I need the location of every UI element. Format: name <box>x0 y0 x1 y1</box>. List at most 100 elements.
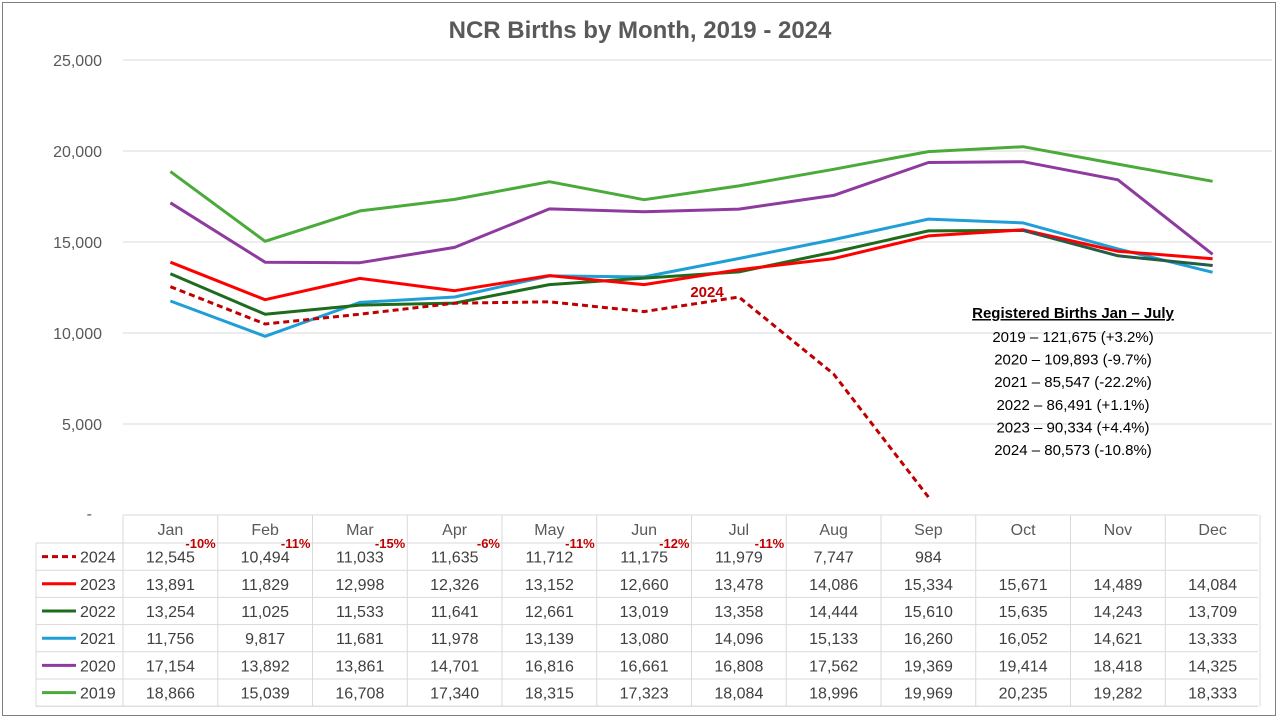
table-cell: 11,712 <box>526 550 574 567</box>
table-cell: 11,979 <box>715 550 763 567</box>
table-cell: 13,861 <box>335 658 384 675</box>
table-header-month: Nov <box>1104 522 1132 539</box>
table-cell: 11,175 <box>620 550 668 567</box>
series-lines <box>169 145 1214 499</box>
legend-label-2019: 2019 <box>80 686 116 703</box>
table-cell: 15,133 <box>809 631 858 648</box>
table-cell: 13,892 <box>241 658 290 675</box>
y-axis-ticks: 25,000 20,000 15,000 10,000 5,000 - <box>53 53 102 523</box>
table-cell: 15,610 <box>904 604 953 621</box>
table-cell: 19,369 <box>904 658 953 675</box>
table-cell: 13,152 <box>525 577 574 594</box>
table-cell: 12,326 <box>430 577 479 594</box>
table-cell: 12,660 <box>620 577 669 594</box>
legend-label-2023: 2023 <box>80 577 116 594</box>
series-line-2023 <box>169 228 1213 302</box>
table-cell: 18,418 <box>1093 658 1142 675</box>
table-header-month: Apr <box>442 522 468 539</box>
table-cell: 13,709 <box>1188 604 1237 621</box>
table-cell: 11,756 <box>147 631 195 648</box>
table-cell: 13,478 <box>714 577 763 594</box>
legend-label-2020: 2020 <box>80 658 116 675</box>
y-tick-label: 15,000 <box>53 235 102 252</box>
gridlines <box>123 59 1272 425</box>
table-cell: 13,333 <box>1188 631 1237 648</box>
table-cell: 14,701 <box>430 658 479 675</box>
table-header-month: Mar <box>346 522 374 539</box>
table-cell: 18,866 <box>146 686 195 703</box>
pct-change-label: -15% <box>375 536 406 551</box>
table-cell: 16,661 <box>620 658 669 675</box>
pct-change-label: -11% <box>755 536 785 551</box>
table-cell: 13,254 <box>146 604 195 621</box>
table-cell: 14,243 <box>1093 604 1142 621</box>
table-cell: 7,747 <box>814 550 854 567</box>
table-header-month: Jul <box>729 522 749 539</box>
legend-label-2022: 2022 <box>80 604 116 621</box>
pct-change-label: -10% <box>185 536 216 551</box>
legend-label-2021: 2021 <box>80 631 116 648</box>
annotation-line: 2021 – 85,547 (-22.2%) <box>994 374 1152 391</box>
pct-change-label: -11% <box>281 536 311 551</box>
table-header-month: Feb <box>251 522 279 539</box>
table-cell: 9,817 <box>245 631 285 648</box>
table-cell: 16,816 <box>525 658 574 675</box>
table-cell: 16,808 <box>714 658 763 675</box>
table-cell: 13,891 <box>146 577 195 594</box>
table-header-month: Aug <box>819 522 847 539</box>
table-cell: 13,080 <box>620 631 669 648</box>
annotation-line: 2024 – 80,573 (-10.8%) <box>994 442 1152 459</box>
table-cell: 16,708 <box>335 686 384 703</box>
table-cell: 11,033 <box>336 550 384 567</box>
y-tick-label: 10,000 <box>53 326 102 343</box>
series-line-2024 <box>169 285 930 499</box>
table-cell: 11,641 <box>431 604 479 621</box>
table-cell: 13,139 <box>525 631 574 648</box>
annotation-line: 2019 – 121,675 (+3.2%) <box>992 329 1153 346</box>
table-cell: 11,978 <box>431 631 479 648</box>
table-cell: 15,039 <box>241 686 290 703</box>
table-cell: 12,545 <box>146 550 195 567</box>
pct-change-label: -12% <box>659 536 690 551</box>
pct-change-label: -11% <box>565 536 595 551</box>
table-cell: 10,494 <box>241 550 290 567</box>
table-cell: 15,334 <box>904 577 953 594</box>
y-tick-label: 5,000 <box>62 417 102 434</box>
table-header-month: Sep <box>914 522 943 539</box>
table-header-month: Oct <box>1011 522 1036 539</box>
pct-change-label: -6% <box>477 536 501 551</box>
table-cell: 17,323 <box>620 686 669 703</box>
table-cell: 16,260 <box>904 631 953 648</box>
table-cell: 18,333 <box>1188 686 1237 703</box>
chart-title: NCR Births by Month, 2019 - 2024 <box>449 17 832 44</box>
annotation-line: 2020 – 109,893 (-9.7%) <box>994 352 1152 369</box>
table-cell: 17,154 <box>146 658 195 675</box>
series-line-2020 <box>169 160 1214 265</box>
table-cell: 13,019 <box>620 604 669 621</box>
table-cell: 12,998 <box>335 577 384 594</box>
table-cell: 14,444 <box>809 604 858 621</box>
table-cell: 984 <box>915 550 942 567</box>
y-tick-label: 20,000 <box>53 144 102 161</box>
annotation-title: Registered Births Jan – July <box>972 305 1174 322</box>
data-table: Jan Feb Mar Apr May Jun Jul Aug Sep Oct Nov Dec 2024… <box>35 514 1261 707</box>
table-cell: 14,621 <box>1093 631 1142 648</box>
table-cell: 18,084 <box>714 686 763 703</box>
table-cell: 11,829 <box>241 577 289 594</box>
table-header-month: May <box>534 522 564 539</box>
series-line-2019 <box>169 145 1213 243</box>
table-cell: 15,671 <box>999 577 1048 594</box>
series-tag-2024: 2024 <box>690 284 724 301</box>
table-header-month: Dec <box>1198 522 1226 539</box>
table-cell: 17,340 <box>430 686 479 703</box>
annotation-box: Registered Births Jan – July 2019 – 121,6… <box>972 305 1174 459</box>
table-cell: 19,969 <box>904 686 953 703</box>
table-cell: 16,052 <box>999 631 1048 648</box>
table-cell: 12,661 <box>525 604 574 621</box>
table-cell: 14,096 <box>714 631 763 648</box>
table-cell: 17,562 <box>809 658 858 675</box>
table-cell: 18,315 <box>525 686 574 703</box>
table-header-month: Jun <box>631 522 657 539</box>
table-cell: 14,086 <box>809 577 858 594</box>
